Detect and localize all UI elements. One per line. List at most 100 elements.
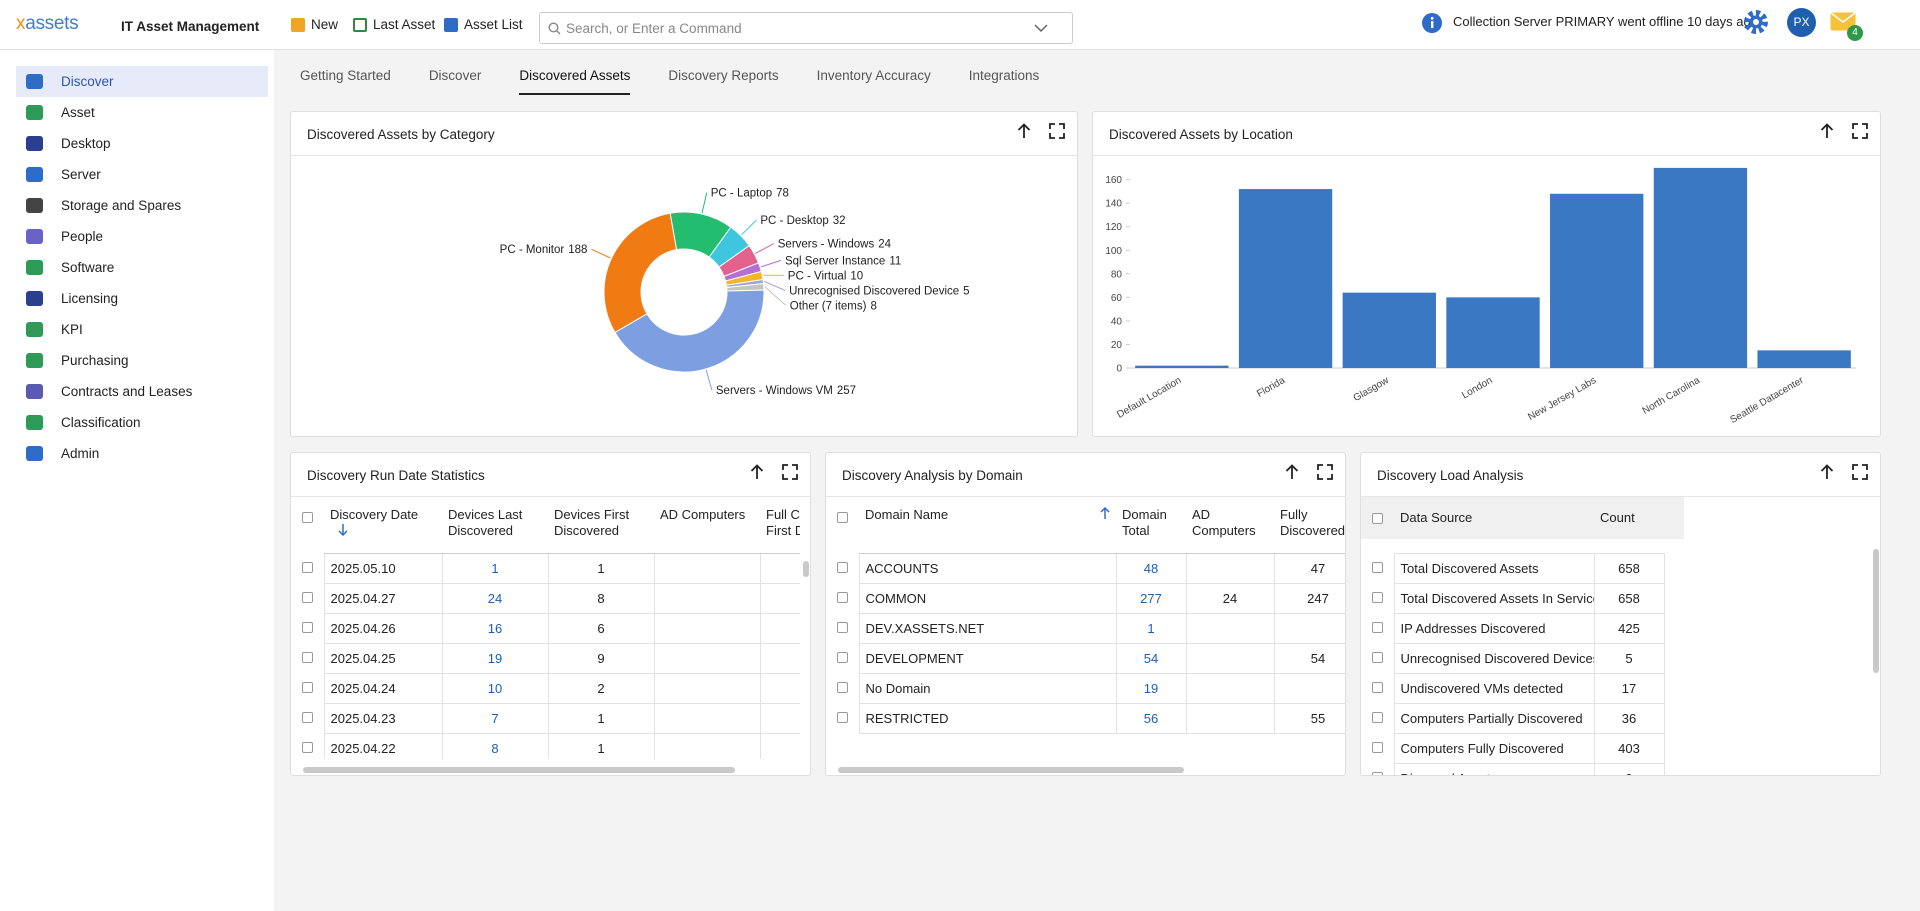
expand-icon[interactable]: [1317, 464, 1333, 480]
dropdown-icon[interactable]: [1034, 24, 1048, 33]
table-cell: [654, 703, 760, 733]
table-row[interactable]: 2025.04.2371: [291, 703, 800, 733]
table-row[interactable]: 2025.05.1011: [291, 553, 800, 583]
h-scrollbar[interactable]: [303, 767, 735, 773]
nav-icon: [26, 229, 43, 244]
user-avatar[interactable]: PX: [1787, 8, 1816, 37]
table-cell[interactable]: 7: [442, 703, 548, 733]
nav-label: Purchasing: [61, 353, 129, 368]
column-header[interactable]: Fully Discovered: [1274, 497, 1346, 553]
expand-icon[interactable]: [782, 464, 798, 480]
table-row[interactable]: Total Discovered Assets658: [1361, 553, 1664, 583]
column-header[interactable]: Full Computers First Discovered: [760, 497, 800, 553]
move-up-icon[interactable]: [1820, 464, 1834, 480]
table-row[interactable]: 2025.04.2281: [291, 733, 800, 759]
table-row[interactable]: 2025.04.24102: [291, 673, 800, 703]
nav-item[interactable]: Contracts and Leases: [16, 376, 268, 407]
sort-icon[interactable]: [338, 524, 348, 536]
table-cell: 2025.04.25: [324, 643, 442, 673]
nav-item[interactable]: Classification: [16, 407, 268, 438]
nav-item[interactable]: KPI: [16, 314, 268, 345]
move-up-icon[interactable]: [1285, 464, 1299, 480]
nav-item[interactable]: Discover: [16, 66, 268, 97]
nav-item[interactable]: Storage and Spares: [16, 190, 268, 221]
table-row[interactable]: Total Discovered Assets In Service658: [1361, 583, 1664, 613]
table-cell[interactable]: 8: [442, 733, 548, 759]
tab[interactable]: Discover: [429, 68, 482, 95]
table-row[interactable]: Computers Fully Discovered403: [1361, 733, 1664, 763]
asset-list-button[interactable]: Asset List: [444, 17, 523, 32]
nav-item[interactable]: Admin: [16, 438, 268, 469]
table-row[interactable]: Unrecognised Discovered Devices5: [1361, 643, 1664, 673]
v-scrollbar[interactable]: [803, 561, 809, 577]
table-row[interactable]: 2025.04.26166: [291, 613, 800, 643]
h-scrollbar[interactable]: [838, 767, 1184, 773]
column-header[interactable]: AD Computers: [654, 497, 760, 553]
table-cell[interactable]: 19: [442, 643, 548, 673]
slice-name: PC - Laptop: [711, 188, 772, 200]
tab[interactable]: Discovery Reports: [668, 68, 778, 95]
column-header[interactable]: Devices Last Discovered: [442, 497, 548, 553]
table-cell[interactable]: 1: [1116, 613, 1186, 643]
nav-icon: [26, 198, 43, 213]
table-cell[interactable]: 54: [1116, 643, 1186, 673]
table-cell[interactable]: 1: [442, 553, 548, 583]
table-row[interactable]: No Domain19: [826, 673, 1346, 703]
settings-icon[interactable]: [1743, 9, 1769, 35]
table-row[interactable]: ACCOUNTS4847: [826, 553, 1346, 583]
table-row[interactable]: Computers Partially Discovered36: [1361, 703, 1664, 733]
expand-icon[interactable]: [1852, 464, 1868, 480]
table-row[interactable]: COMMON27724247: [826, 583, 1346, 613]
table-cell: [654, 643, 760, 673]
table-cell: COMMON: [859, 583, 1116, 613]
column-header[interactable]: Devices First Discovered: [548, 497, 654, 553]
column-header[interactable]: Discovery Date: [324, 497, 442, 553]
table-row[interactable]: 2025.04.27248: [291, 583, 800, 613]
move-up-icon[interactable]: [750, 464, 764, 480]
column-header[interactable]: Count: [1594, 497, 1664, 553]
column-header[interactable]: Data Source: [1394, 497, 1594, 553]
table-row[interactable]: DEV.XASSETS.NET1: [826, 613, 1346, 643]
panel-header: Discovery Load Analysis: [1361, 453, 1880, 497]
row-select: [826, 583, 859, 613]
sort-icon[interactable]: [1100, 507, 1110, 519]
table-cell: [1186, 673, 1274, 703]
table-row[interactable]: DEVELOPMENT5454: [826, 643, 1346, 673]
nav-item[interactable]: Purchasing: [16, 345, 268, 376]
last-asset-button[interactable]: Last Asset: [353, 17, 435, 32]
table-cell[interactable]: 48: [1116, 553, 1186, 583]
nav-item[interactable]: Server: [16, 159, 268, 190]
table-cell[interactable]: 277: [1116, 583, 1186, 613]
nav-item[interactable]: Desktop: [16, 128, 268, 159]
table-cell[interactable]: 16: [442, 613, 548, 643]
tab[interactable]: Inventory Accuracy: [817, 68, 931, 95]
tab[interactable]: Integrations: [969, 68, 1040, 95]
table-cell[interactable]: 19: [1116, 673, 1186, 703]
table-cell: [654, 673, 760, 703]
column-header[interactable]: Domain Name: [859, 497, 1116, 553]
v-scrollbar[interactable]: [1873, 549, 1879, 673]
table-row[interactable]: IP Addresses Discovered425: [1361, 613, 1664, 643]
column-title: Devices Last Discovered: [448, 507, 522, 538]
table-row[interactable]: Disposed Assets0: [1361, 763, 1664, 776]
table-cell[interactable]: 56: [1116, 703, 1186, 733]
table-cell[interactable]: 10: [442, 673, 548, 703]
logo[interactable]: xassets: [16, 13, 78, 35]
nav-item[interactable]: Licensing: [16, 283, 268, 314]
table-row[interactable]: Undiscovered VMs detected17: [1361, 673, 1664, 703]
column-header[interactable]: Domain Total: [1116, 497, 1186, 553]
new-button[interactable]: New: [291, 17, 338, 32]
table-cell: [1186, 703, 1274, 733]
table-cell[interactable]: 24: [442, 583, 548, 613]
nav-item[interactable]: Software: [16, 252, 268, 283]
tab[interactable]: Getting Started: [300, 68, 391, 95]
nav-item[interactable]: Asset: [16, 97, 268, 128]
notification[interactable]: Collection Server PRIMARY went offline 1…: [1453, 14, 1758, 29]
tab[interactable]: Discovered Assets: [519, 68, 630, 95]
y-tick-label: 40: [1111, 316, 1123, 327]
table-row[interactable]: 2025.04.25199: [291, 643, 800, 673]
nav-item[interactable]: People: [16, 221, 268, 252]
column-header[interactable]: AD Computers: [1186, 497, 1274, 553]
table-row[interactable]: RESTRICTED5655: [826, 703, 1346, 733]
search-box[interactable]: Search, or Enter a Command: [539, 12, 1073, 44]
